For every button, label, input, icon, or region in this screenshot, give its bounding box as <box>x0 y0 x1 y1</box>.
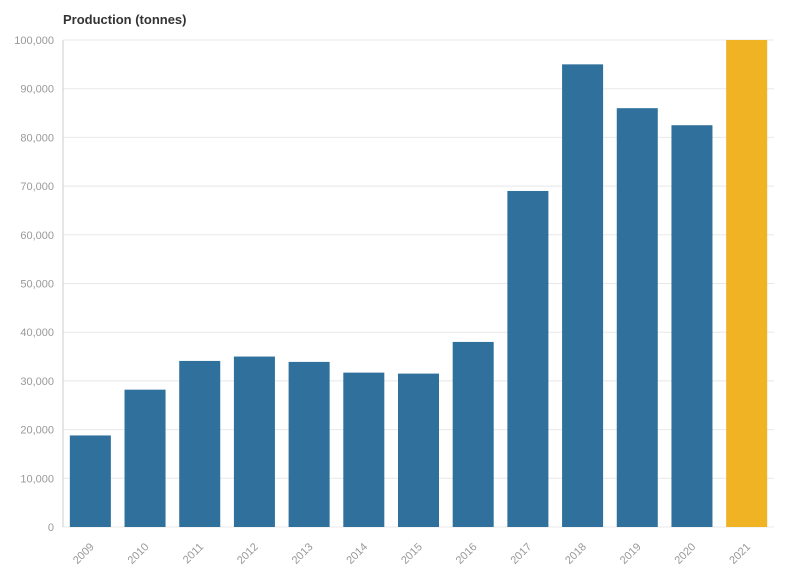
bar-2018 <box>562 64 604 527</box>
x-tick-label: 2009 <box>71 541 97 567</box>
bar-2016 <box>452 341 494 527</box>
y-tick-label: 20,000 <box>20 425 54 437</box>
x-tick-label: 2015 <box>399 541 425 567</box>
bar-2015 <box>397 373 440 527</box>
x-tick-label: 2019 <box>618 541 644 567</box>
bar-2014 <box>343 372 385 527</box>
chart-title: Production (tonnes) <box>63 12 187 27</box>
bar-2010 <box>124 389 166 527</box>
y-tick-label: 70,000 <box>20 181 54 193</box>
bar-2009 <box>69 435 111 527</box>
bar-2021 <box>726 40 768 527</box>
x-tick-label: 2021 <box>727 541 753 567</box>
bar-2019 <box>616 108 658 528</box>
x-tick-label: 2011 <box>181 541 206 566</box>
y-tick-label: 50,000 <box>20 279 54 291</box>
bar-2020 <box>671 125 713 527</box>
x-tick-label: 2017 <box>509 541 535 567</box>
y-tick-label: 80,000 <box>20 132 54 144</box>
y-tick-label: 0 <box>48 522 54 534</box>
x-tick-label: 2010 <box>126 541 152 567</box>
y-tick-label: 30,000 <box>20 376 54 388</box>
x-tick-label: 2013 <box>290 541 316 567</box>
bar-2012 <box>233 356 275 527</box>
x-tick-label: 2016 <box>454 541 480 567</box>
bar-2017 <box>507 190 549 527</box>
bar-2011 <box>179 360 221 527</box>
x-tick-label: 2018 <box>563 541 589 567</box>
bar-2013 <box>288 361 330 527</box>
y-tick-label: 100,000 <box>14 35 54 47</box>
y-tick-label: 60,000 <box>20 230 54 242</box>
x-tick-label: 2012 <box>235 541 261 567</box>
x-tick-label: 2020 <box>673 541 699 567</box>
x-tick-label: 2014 <box>344 541 370 567</box>
y-tick-label: 90,000 <box>20 84 54 96</box>
y-tick-label: 40,000 <box>20 327 54 339</box>
y-tick-label: 10,000 <box>20 473 54 485</box>
